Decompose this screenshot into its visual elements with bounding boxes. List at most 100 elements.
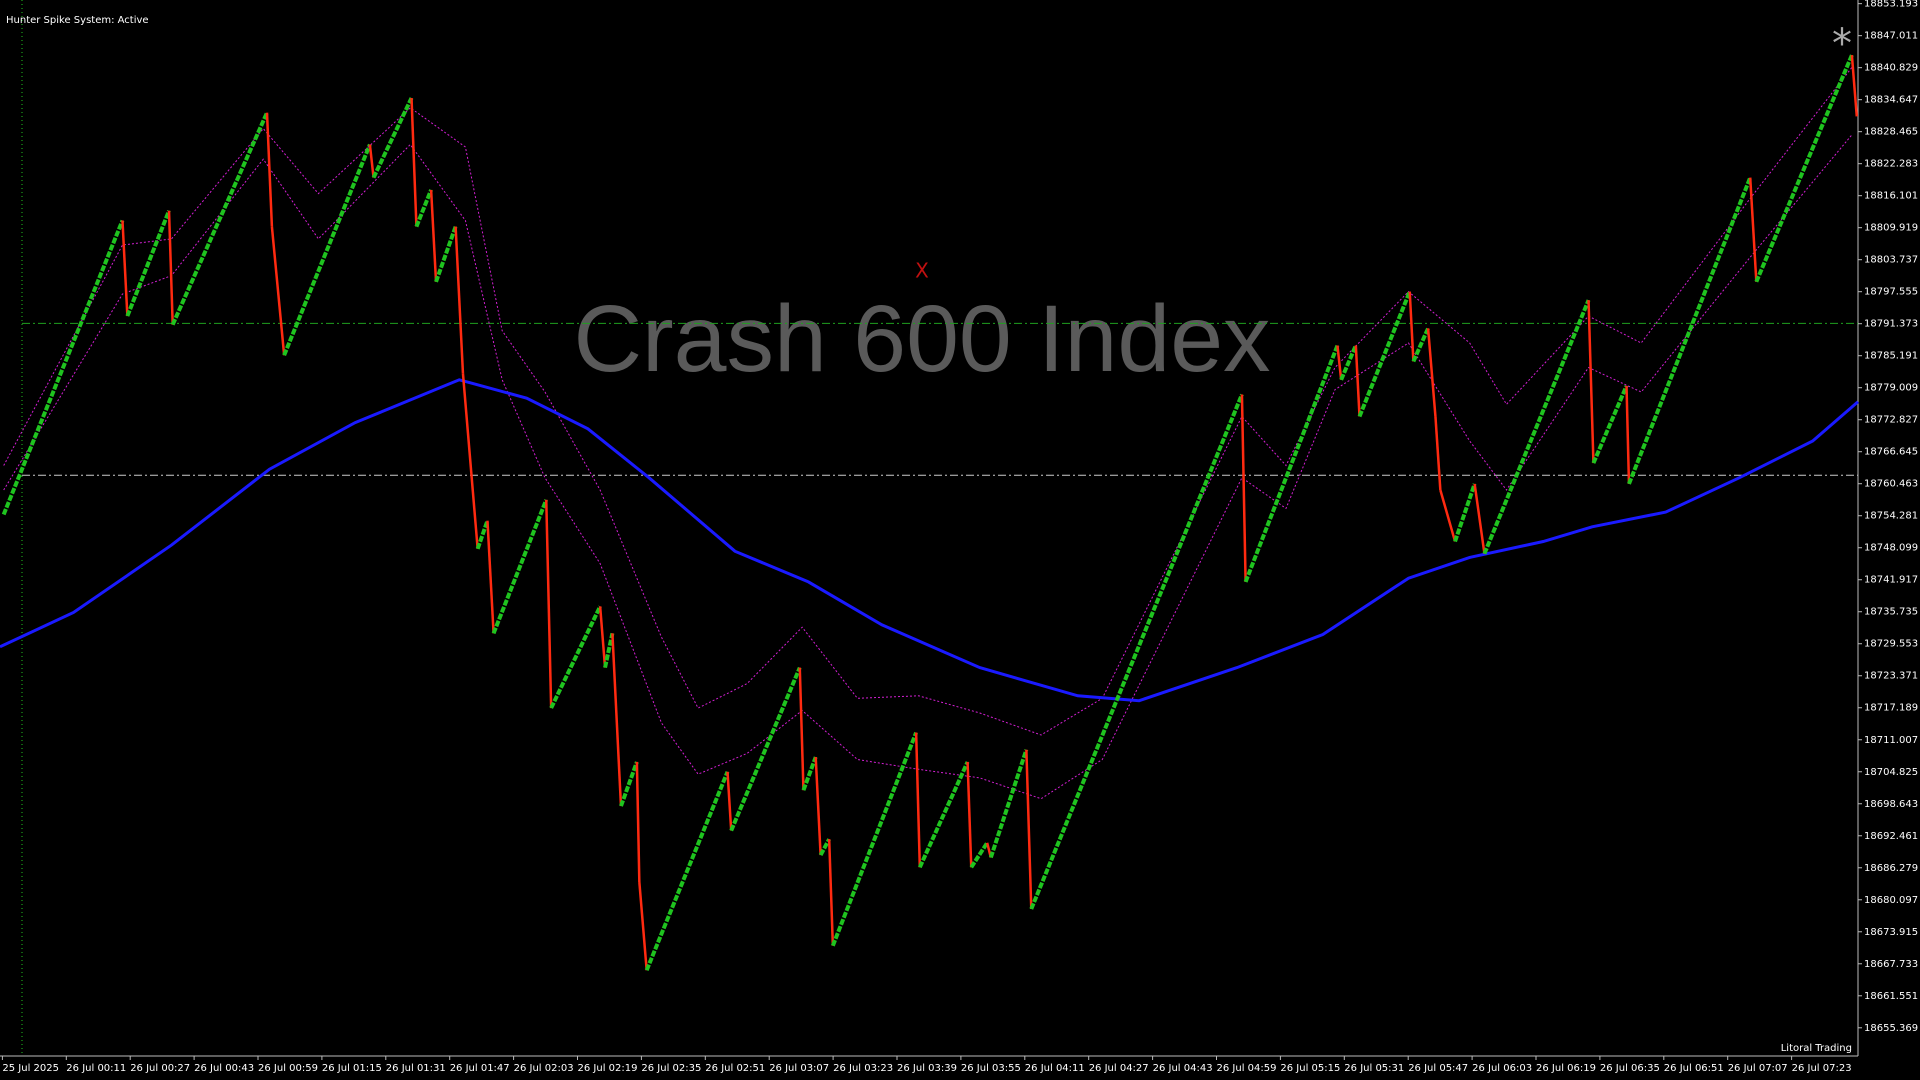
down-bricks — [1439, 489, 1457, 542]
x-tick-label: 26 Jul 07:07 — [1728, 1063, 1788, 1074]
up-bricks — [1411, 327, 1430, 363]
x-tick-label: 26 Jul 06:19 — [1536, 1063, 1596, 1074]
x-tick-label: 26 Jul 02:03 — [514, 1063, 574, 1074]
down-bricks — [726, 771, 733, 831]
lower-band — [3, 134, 1853, 800]
up-bricks — [491, 499, 549, 635]
up-bricks — [1339, 344, 1358, 381]
y-tick-label: 18809.919 — [1864, 223, 1918, 234]
y-tick-label: 18673.915 — [1864, 927, 1918, 938]
up-bricks — [475, 519, 490, 550]
down-bricks — [454, 226, 465, 374]
down-bricks — [1587, 300, 1595, 464]
down-bricks — [1025, 749, 1033, 910]
y-tick-label: 18717.189 — [1864, 703, 1918, 714]
up-bricks — [603, 632, 615, 669]
x-tick-label: 26 Jul 05:15 — [1280, 1063, 1340, 1074]
y-tick-label: 18797.555 — [1864, 287, 1918, 298]
down-bricks — [638, 881, 648, 971]
x-tick-label: 26 Jul 05:31 — [1344, 1063, 1404, 1074]
up-bricks — [1243, 344, 1340, 583]
y-tick-label: 18661.551 — [1864, 991, 1918, 1002]
y-tick-label: 18667.733 — [1864, 959, 1918, 970]
y-tick-label: 18760.463 — [1864, 479, 1918, 490]
star-marker: * — [1832, 21, 1852, 67]
x-tick-label: 26 Jul 03:55 — [961, 1063, 1021, 1074]
x-tick-label: 26 Jul 02:51 — [705, 1063, 765, 1074]
status-text: Hunter Spike System: Active — [6, 15, 149, 26]
brand-text: Litoral Trading — [1781, 1043, 1852, 1054]
y-tick-label: 18840.829 — [1864, 63, 1918, 74]
up-bricks — [801, 756, 818, 791]
down-bricks — [368, 144, 375, 178]
y-tick-label: 18834.647 — [1864, 95, 1918, 106]
up-bricks — [549, 605, 602, 709]
down-bricks — [1336, 345, 1343, 380]
upper-band — [3, 67, 1853, 736]
down-bricks — [1850, 55, 1859, 117]
down-bricks — [410, 97, 418, 227]
x-tick-label: 26 Jul 06:03 — [1472, 1063, 1532, 1074]
down-bricks — [827, 839, 835, 946]
down-bricks — [429, 189, 438, 282]
down-bricks — [270, 226, 286, 356]
down-bricks — [1434, 416, 1442, 491]
y-tick-label: 18766.645 — [1864, 447, 1918, 458]
down-bricks — [265, 112, 274, 227]
up-bricks — [1482, 299, 1591, 555]
y-tick-label: 18692.461 — [1864, 831, 1918, 842]
x-tick-label: 26 Jul 01:47 — [450, 1063, 510, 1074]
y-tick-label: 18803.737 — [1864, 255, 1918, 266]
x-tick-label: 26 Jul 01:15 — [322, 1063, 382, 1074]
y-tick-label: 18711.007 — [1864, 735, 1918, 746]
x-tick-label: 26 Jul 06:35 — [1600, 1063, 1660, 1074]
x-tick-label: 26 Jul 04:43 — [1153, 1063, 1213, 1074]
y-tick-label: 18729.553 — [1864, 639, 1918, 650]
up-bricks — [988, 749, 1029, 859]
up-bricks — [434, 225, 458, 283]
x-tick-label: 26 Jul 02:19 — [578, 1063, 638, 1074]
x-tick-label: 26 Jul 04:27 — [1089, 1063, 1149, 1074]
x-tick-label: 26 Jul 07:23 — [1792, 1063, 1852, 1074]
y-tick-label: 18822.283 — [1864, 159, 1918, 170]
x-tick-label: 25 Jul 2025 — [2, 1063, 59, 1074]
up-bricks — [170, 111, 269, 326]
down-bricks — [1240, 394, 1247, 582]
x-tick-label: 26 Jul 00:43 — [194, 1063, 254, 1074]
x-tick-label: 26 Jul 03:39 — [897, 1063, 957, 1074]
up-bricks — [1754, 54, 1854, 283]
y-tick-label: 18723.371 — [1864, 671, 1918, 682]
down-bricks — [798, 667, 805, 791]
y-tick-label: 18704.825 — [1864, 767, 1918, 778]
y-tick-label: 18791.373 — [1864, 319, 1918, 330]
down-bricks — [814, 757, 822, 856]
y-tick-label: 18785.191 — [1864, 351, 1918, 362]
down-bricks — [1473, 483, 1486, 554]
down-bricks — [1354, 345, 1361, 417]
down-bricks — [1426, 328, 1437, 417]
down-bricks — [1408, 291, 1415, 362]
up-bricks — [619, 761, 639, 807]
up-bricks — [1627, 176, 1753, 485]
y-tick-label: 18772.827 — [1864, 415, 1918, 426]
x-tick-label: 26 Jul 04:11 — [1025, 1063, 1085, 1074]
up-bricks — [414, 189, 433, 228]
y-tick-label: 18741.917 — [1864, 575, 1918, 586]
up-bricks — [818, 838, 831, 857]
x-tick-label: 26 Jul 04:59 — [1217, 1063, 1277, 1074]
up-bricks — [282, 143, 372, 356]
moving-average — [0, 378, 1859, 703]
y-tick-label: 18748.099 — [1864, 543, 1918, 554]
y-tick-label: 18735.735 — [1864, 607, 1918, 618]
x-tick-label: 26 Jul 01:31 — [386, 1063, 446, 1074]
watermark: Crash 600 Index — [573, 286, 1270, 392]
down-bricks — [167, 210, 174, 325]
x-tick-label: 26 Jul 03:07 — [769, 1063, 829, 1074]
x-tick-label: 26 Jul 05:47 — [1408, 1063, 1468, 1074]
y-tick-label: 18779.009 — [1864, 383, 1918, 394]
up-bricks — [125, 209, 171, 317]
up-bricks — [917, 761, 970, 869]
up-bricks — [1591, 385, 1629, 464]
y-tick-label: 18816.101 — [1864, 191, 1918, 202]
